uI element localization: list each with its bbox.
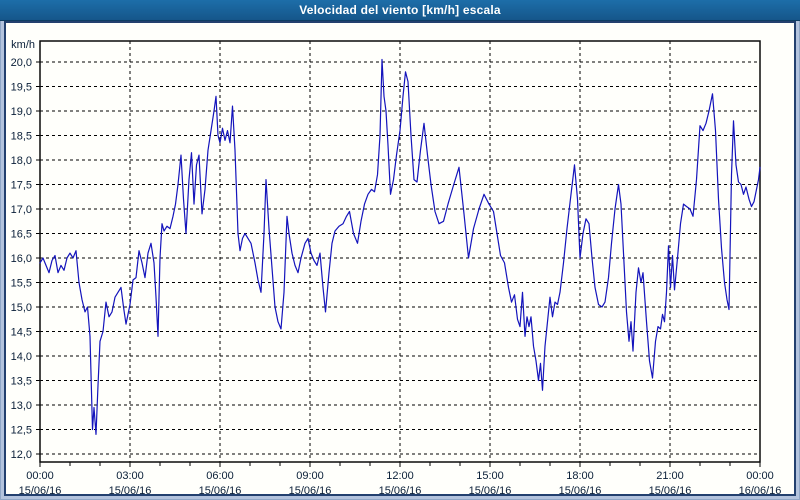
plot-border: [39, 40, 761, 463]
x-tick-date-label: 16/06/16: [739, 485, 782, 497]
y-tick-label: 16,5: [11, 229, 32, 241]
x-tick-date-label: 15/06/16: [199, 485, 242, 497]
x-tick-date-label: 15/06/16: [469, 485, 512, 497]
wind-speed-line: [39, 58, 761, 435]
x-tick-time-label: 12:00: [386, 470, 414, 482]
y-tick-label: 15,5: [11, 278, 32, 290]
y-tick-label: 17,0: [11, 204, 32, 216]
y-tick-label: 14,0: [11, 351, 32, 363]
y-tick-label: 20,0: [11, 57, 32, 69]
y-tick-label: 19,0: [11, 106, 32, 118]
y-tick-label: 13,0: [11, 400, 32, 412]
y-tick-label: 15,0: [11, 302, 32, 314]
y-tick-label: 14,5: [11, 327, 32, 339]
y-tick-label: 12,0: [11, 449, 32, 461]
x-tick-date-label: 15/06/16: [289, 485, 332, 497]
x-tick-time-label: 00:00: [746, 470, 774, 482]
x-tick-date-label: 15/06/16: [559, 485, 602, 497]
x-tick-date-label: 15/06/16: [379, 485, 422, 497]
x-tick-time-label: 00:00: [26, 470, 54, 482]
x-tick-time-label: 15:00: [476, 470, 504, 482]
y-tick-label: 16,0: [11, 253, 32, 265]
y-axis-unit-label: km/h: [11, 39, 35, 51]
x-tick-date-label: 15/06/16: [649, 485, 692, 497]
x-tick-time-label: 03:00: [116, 470, 144, 482]
y-tick-label: 18,0: [11, 155, 32, 167]
title-bar: Velocidad del viento [km/h] escala: [0, 0, 800, 21]
window-title: Velocidad del viento [km/h] escala: [299, 3, 501, 17]
x-tick-time-label: 09:00: [296, 470, 324, 482]
x-tick-time-label: 21:00: [656, 470, 684, 482]
x-tick-time-label: 18:00: [566, 470, 594, 482]
x-tick-date-label: 15/06/16: [19, 485, 62, 497]
y-tick-label: 12,5: [11, 425, 32, 437]
y-tick-label: 13,5: [11, 376, 32, 388]
x-tick-date-label: 15/06/16: [109, 485, 152, 497]
y-tick-label: 19,5: [11, 82, 32, 94]
y-tick-label: 17,5: [11, 180, 32, 192]
x-tick-time-label: 06:00: [206, 470, 234, 482]
y-tick-label: 18,5: [11, 131, 32, 143]
